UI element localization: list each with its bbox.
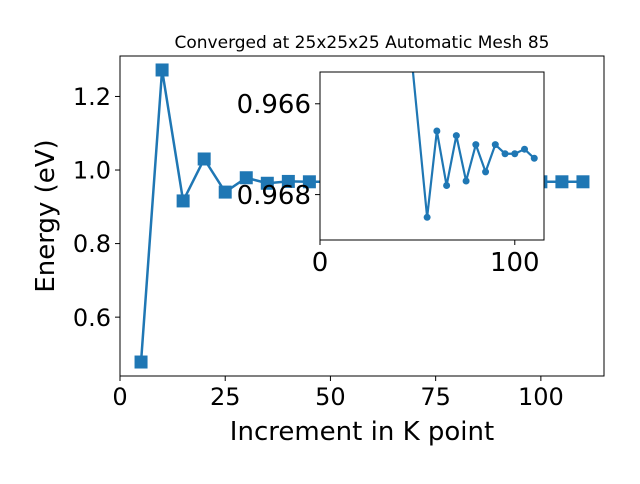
inset-data-point [443,182,451,190]
x-tick-label: 0 [112,383,127,411]
data-point [260,176,274,190]
inset-data-point [482,168,490,176]
data-point [197,152,211,166]
inset-y-tick-label: 0.966 [237,90,311,120]
data-point [239,171,253,185]
data-point [302,175,316,189]
plot-frame [119,55,605,377]
inset-plot-area [320,72,544,240]
inset-series-group [404,14,538,221]
inset-data-point [511,150,519,158]
inset-x-tick-label: 0 [312,248,329,278]
inset-data-point [491,141,499,149]
y-axis-ticks: 0.6 0.8 1.0 1.2 [73,83,120,332]
inset-frame [319,71,545,241]
inset-axes: 0 100 0.966 0.968 [237,14,545,278]
inset-data-point [452,132,460,140]
data-point [176,194,190,208]
inset-data-point [501,150,509,158]
inset-data-point [472,141,480,149]
data-point [155,63,169,77]
data-point [218,185,232,199]
inset-data-point [423,213,431,221]
y-tick-label: 1.0 [73,157,111,185]
inset-x-axis-ticks: 0 100 [312,240,540,278]
x-tick-label: 25 [210,383,241,411]
x-axis-label: Increment in K point [230,417,494,447]
x-tick-label: 75 [420,383,451,411]
data-point [281,174,295,188]
chart-title: Converged at 25x25x25 Automatic Mesh 85 [175,33,550,53]
inset-data-point [404,14,411,21]
data-point [555,175,569,189]
y-tick-label: 1.2 [73,83,111,111]
data-point [576,175,590,189]
inset-x-tick-label: 100 [490,248,540,278]
inset-data-point [521,145,529,153]
inset-data-point [462,177,470,185]
y-tick-label: 0.8 [73,230,111,258]
inset-data-point [433,127,441,135]
x-axis-ticks: 0 25 50 75 100 [112,376,564,411]
inset-y-axis-ticks: 0.966 0.968 [237,90,320,211]
x-tick-label: 50 [315,383,346,411]
x-tick-label: 100 [518,383,564,411]
inset-data-point [530,154,538,162]
y-tick-label: 0.6 [73,304,111,332]
inset-y-tick-label: 0.968 [237,181,311,211]
data-point [134,355,148,369]
y-axis-label: Energy (eV) [31,139,61,292]
